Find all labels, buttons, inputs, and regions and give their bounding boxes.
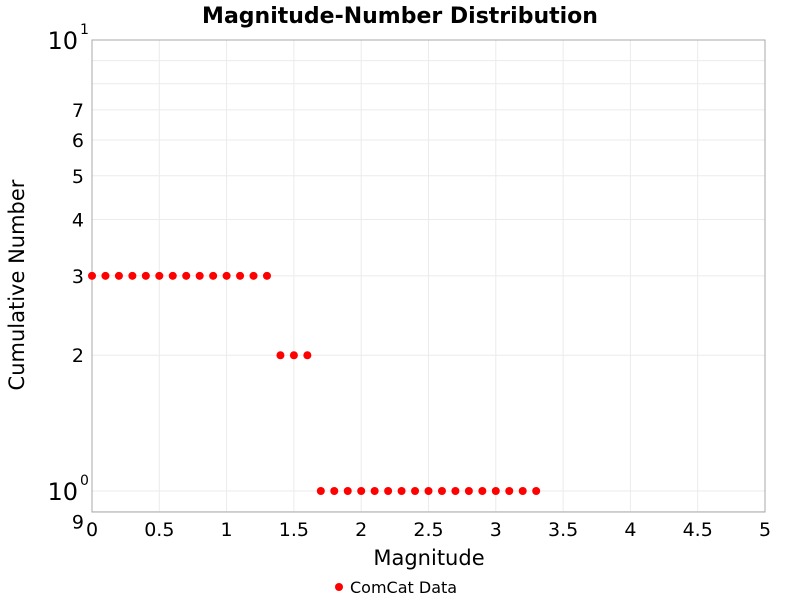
x-tick-label: 0.5 xyxy=(144,519,174,541)
x-tick-label: 0 xyxy=(86,519,98,541)
y-tick-label: 6 xyxy=(72,130,84,152)
data-point xyxy=(168,271,177,280)
data-point xyxy=(114,271,123,280)
data-point xyxy=(155,271,164,280)
x-tick-label: 2.5 xyxy=(413,519,443,541)
y-tick-label: 4 xyxy=(72,209,84,231)
data-point xyxy=(397,487,406,495)
data-point xyxy=(451,487,460,495)
data-point xyxy=(128,271,137,280)
data-point xyxy=(437,487,446,495)
data-point xyxy=(384,487,393,495)
data-point xyxy=(464,487,473,495)
y-tick-exponent: 0 xyxy=(80,473,89,489)
data-point xyxy=(330,487,339,495)
data-point xyxy=(262,271,271,280)
data-point xyxy=(424,487,433,495)
y-tick-label: 9 xyxy=(72,512,84,534)
data-point xyxy=(195,271,204,280)
y-tick-label: 10 xyxy=(47,27,78,55)
data-point xyxy=(141,271,150,280)
data-point xyxy=(478,487,487,495)
data-point xyxy=(182,271,191,280)
y-tick-label: 7 xyxy=(72,100,84,122)
x-tick-label: 1 xyxy=(221,519,233,541)
data-points xyxy=(88,271,541,495)
data-point xyxy=(303,351,312,360)
data-point xyxy=(236,271,245,280)
data-point xyxy=(411,487,420,495)
data-point xyxy=(370,487,379,495)
data-point xyxy=(209,271,218,280)
data-point xyxy=(222,271,231,280)
data-point xyxy=(101,271,110,280)
y-tick-label: 10 xyxy=(47,478,78,506)
grid xyxy=(91,39,766,513)
y-tick-exponent: 1 xyxy=(80,22,89,38)
y-tick-label: 3 xyxy=(72,266,84,288)
y-tick-label: 5 xyxy=(72,166,84,188)
y-tick-label: 2 xyxy=(72,345,84,367)
data-point xyxy=(343,487,352,495)
legend: ComCat Data xyxy=(335,578,457,597)
y-axis-label: Cumulative Number xyxy=(5,179,29,390)
x-tick-label: 4.5 xyxy=(683,519,713,541)
x-tick-label: 3.5 xyxy=(548,519,578,541)
x-tick-label: 1.5 xyxy=(279,519,309,541)
legend-marker xyxy=(335,583,343,591)
x-tick-labels: 0 0.5 1 1.5 2 2.5 3 3.5 4 4.5 5 xyxy=(86,519,771,541)
data-point xyxy=(249,271,258,280)
legend-label: ComCat Data xyxy=(350,578,457,597)
data-point xyxy=(88,271,96,280)
data-point xyxy=(505,487,514,495)
data-point xyxy=(276,351,285,360)
x-axis-label: Magnitude xyxy=(373,546,484,570)
x-tick-label: 4 xyxy=(624,519,636,541)
data-point xyxy=(316,487,325,495)
data-point xyxy=(289,351,298,360)
data-point xyxy=(518,487,527,495)
data-point xyxy=(532,487,541,495)
x-tick-label: 3 xyxy=(490,519,502,541)
data-point xyxy=(491,487,500,495)
data-point xyxy=(357,487,366,495)
x-tick-label: 2 xyxy=(355,519,367,541)
chart-title: Magnitude-Number Distribution xyxy=(202,4,598,29)
x-tick-label: 5 xyxy=(759,519,771,541)
